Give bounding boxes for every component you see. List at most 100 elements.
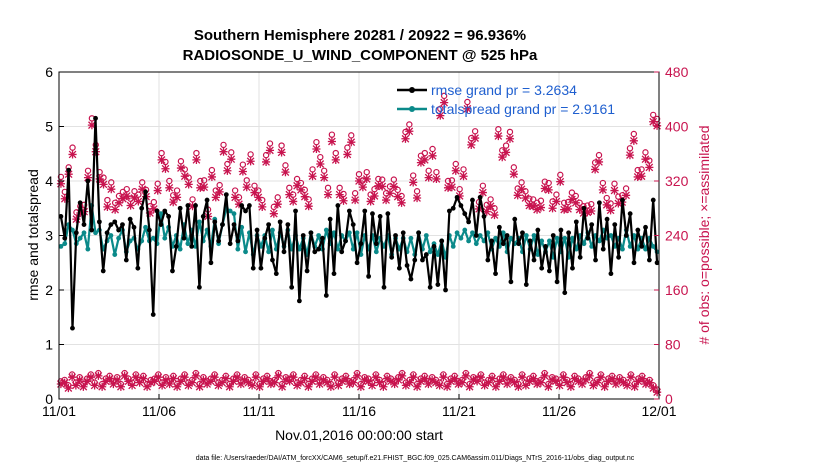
- obs-assimilated-marker: [360, 375, 369, 385]
- totalspread-point: [454, 230, 460, 236]
- obs-assimilated-marker: [176, 163, 186, 173]
- totalspread-point: [150, 235, 156, 241]
- obs-possible-marker: [351, 190, 359, 197]
- obs-possible-marker: [231, 187, 239, 194]
- rmse-point: [193, 203, 198, 208]
- obs-assimilated-marker: [447, 183, 456, 192]
- obs-assimilated-marker: [109, 379, 118, 389]
- x-axis-label: Nov.01,2016 00:00:00 start: [275, 427, 443, 443]
- rmse-point: [216, 238, 222, 244]
- rmse-point: [458, 203, 464, 208]
- obs-assimilated-marker: [589, 381, 598, 390]
- obs-possible-marker: [502, 142, 510, 149]
- rmse-point: [600, 246, 606, 252]
- obs-possible-marker: [158, 149, 165, 157]
- obs-assimilated-marker: [311, 373, 320, 382]
- obs-assimilated-marker: [431, 378, 440, 387]
- obs-assimilated-marker: [604, 377, 613, 386]
- obs-assimilated-marker: [281, 375, 290, 385]
- rmse-point: [527, 238, 533, 244]
- rmse-point: [146, 227, 152, 233]
- rmse-point: [477, 194, 483, 200]
- x-tick-label: 11/26: [542, 403, 576, 419]
- x-tick-label: 11/06: [142, 403, 176, 419]
- obs-assimilated-marker: [285, 377, 294, 386]
- obs-assimilated-marker: [459, 172, 468, 181]
- rmse-point: [639, 244, 645, 249]
- obs-assimilated-marker: [521, 381, 530, 390]
- y-tick-label: 0: [45, 391, 53, 407]
- totalspread-point: [539, 238, 545, 244]
- rmse-point: [277, 219, 283, 225]
- obs-possible-marker: [406, 121, 413, 128]
- obs-assimilated-marker: [397, 198, 406, 207]
- obs-assimilated-marker: [289, 373, 298, 382]
- obs-assimilated-marker: [316, 159, 325, 169]
- rmse-point: [577, 254, 583, 260]
- obs-assimilated-marker: [111, 205, 120, 214]
- obs-assimilated-marker: [585, 371, 594, 380]
- obs-assimilated-marker: [99, 180, 108, 189]
- obs-assimilated-marker: [560, 205, 569, 214]
- obs-assimilated-marker: [315, 379, 324, 389]
- obs-possible-marker: [541, 178, 549, 185]
- obs-assimilated-marker: [68, 150, 77, 159]
- rmse-point: [104, 230, 110, 236]
- obs-assimilated-marker: [304, 382, 313, 391]
- rmse-point: [166, 214, 172, 219]
- obs-possible-marker: [615, 193, 622, 200]
- rmse-point: [162, 208, 168, 214]
- obs-assimilated-marker: [114, 198, 124, 207]
- y-tick-label: 6: [45, 64, 53, 80]
- rmse-point: [335, 203, 341, 208]
- rmse-point: [427, 284, 433, 290]
- obs-assimilated-marker: [165, 183, 174, 192]
- obs-assimilated-marker: [246, 157, 255, 166]
- rmse-point: [593, 257, 598, 263]
- obs-assimilated-marker: [263, 374, 272, 383]
- totalspread-point: [535, 252, 541, 257]
- y2-tick-label: 320: [665, 173, 689, 189]
- obs-assimilated-marker: [386, 377, 395, 386]
- obs-possible-marker: [262, 151, 270, 159]
- obs-assimilated-marker: [180, 373, 189, 382]
- rmse-point: [596, 200, 602, 206]
- obs-possible-marker: [216, 181, 223, 189]
- rmse-point: [127, 216, 133, 222]
- x-axis-ticks: 11/01 11/06 11/11 11/16 11/21 11/26 12/01: [42, 394, 677, 419]
- obs-possible-marker: [282, 162, 289, 169]
- obs-assimilated-marker: [578, 379, 587, 389]
- obs-assimilated-marker: [122, 191, 131, 201]
- obs-assimilated-marker: [440, 98, 449, 107]
- obs-assimilated-marker: [323, 378, 332, 387]
- obs-assimilated-marker: [405, 127, 414, 136]
- obs-assimilated-marker: [358, 183, 367, 192]
- rmse-point: [150, 312, 156, 317]
- obs-assimilated-marker: [215, 187, 224, 196]
- rmse-point: [377, 214, 383, 219]
- obs-assimilated-marker: [514, 382, 523, 391]
- rmse-point: [246, 203, 252, 208]
- rmse-point: [154, 208, 160, 214]
- totalspread-point: [458, 235, 464, 241]
- obs-assimilated-marker: [608, 374, 617, 383]
- obs-assimilated-marker: [273, 200, 282, 209]
- rmse-point: [627, 211, 633, 217]
- obs-possible-marker: [433, 168, 440, 176]
- rmse-point: [616, 254, 622, 260]
- obs-assimilated-marker: [184, 381, 193, 390]
- obs-possible-marker: [69, 144, 76, 151]
- rmse-point: [316, 246, 322, 252]
- obs-assimilated-marker: [327, 137, 336, 146]
- y2-axis-label: # of obs: o=possible; ×=assimilated: [696, 125, 712, 344]
- obs-assimilated-marker: [343, 150, 352, 159]
- obs-assimilated-marker: [602, 200, 611, 209]
- obs-assimilated-marker: [465, 382, 474, 391]
- rmse-point: [243, 208, 248, 214]
- obs-assimilated-marker: [591, 165, 600, 174]
- obs-assimilated-marker: [555, 381, 564, 390]
- obs-assimilated-marker: [637, 172, 646, 181]
- obs-assimilated-marker: [304, 202, 313, 211]
- rmse-point: [554, 279, 560, 285]
- obs-assimilated-marker: [269, 209, 278, 218]
